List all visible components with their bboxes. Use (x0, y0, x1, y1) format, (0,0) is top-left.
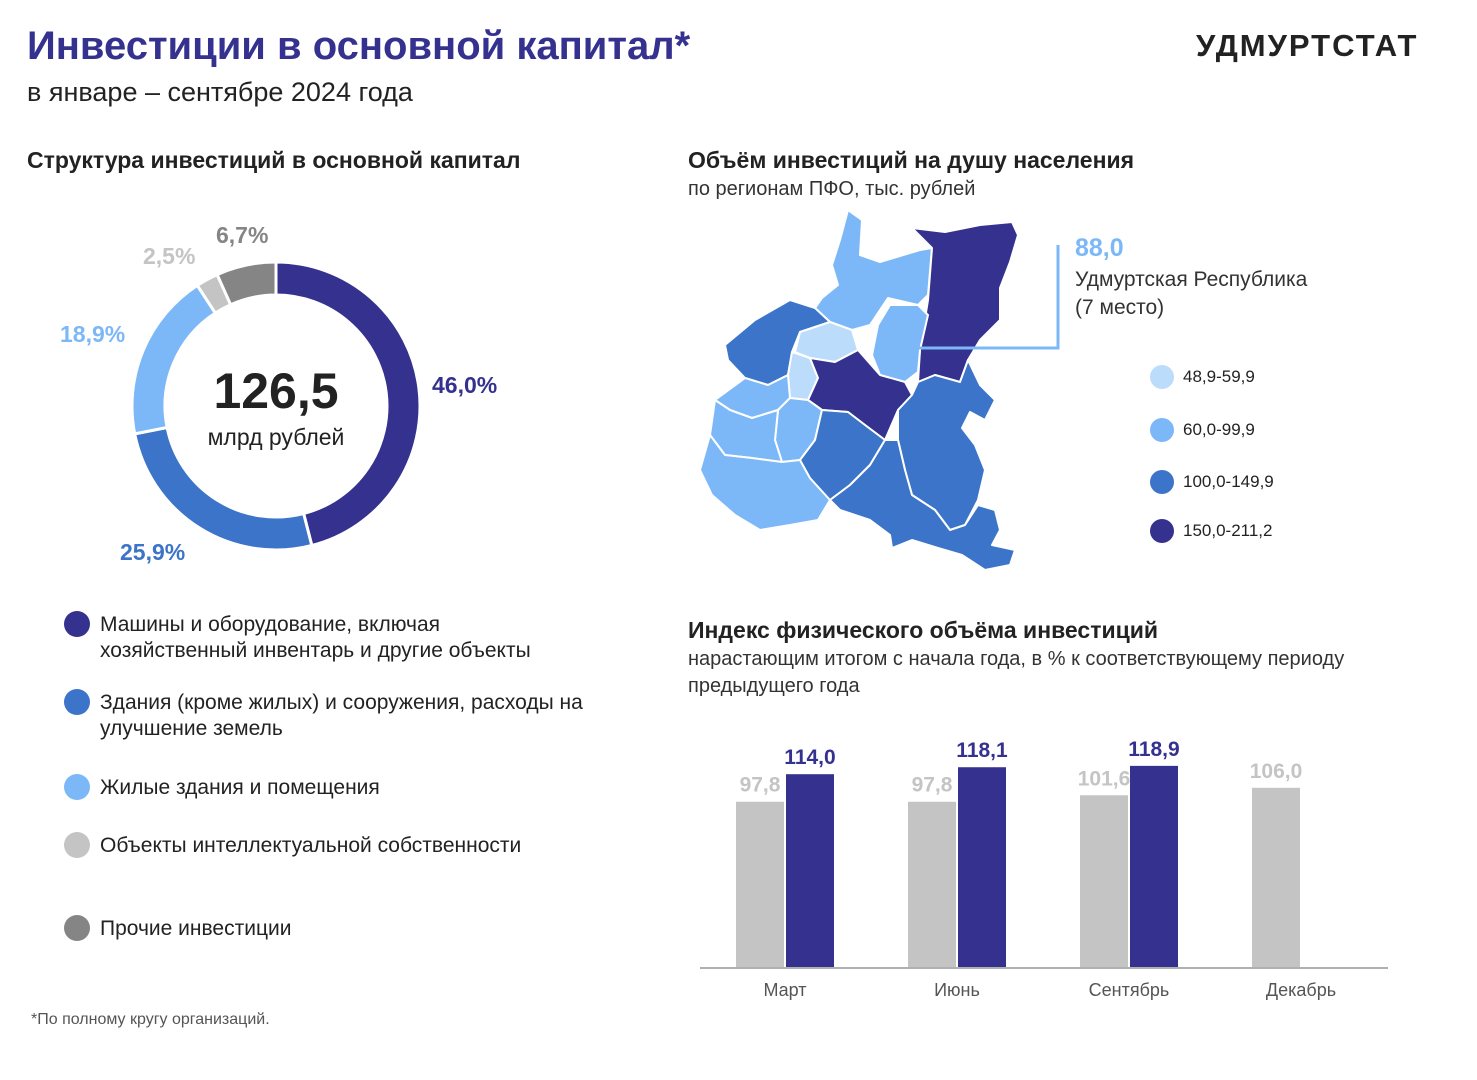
structure-heading: Структура инвестиций в основной капитал (27, 147, 521, 173)
bar-value-label: 118,9 (1128, 738, 1179, 761)
map-legend-item: 150,0-211,2 (1150, 519, 1272, 543)
bar-current (1130, 765, 1178, 968)
map-heading: Объём инвестиций на душу населения (688, 147, 1135, 173)
bar-previous (736, 801, 784, 968)
udmurtstat-logo: УДМУРТСТАТ (1196, 28, 1419, 63)
structure-legend-dot (64, 832, 90, 858)
bar-value-label: 97,8 (912, 774, 953, 797)
udmurtia-name: Удмуртская Республика (1075, 268, 1308, 291)
bar-current (786, 774, 834, 968)
page-title: Инвестиции в основной капитал* (27, 24, 691, 68)
structure-legend-item: Машины и оборудование, включая хозяйстве… (64, 611, 590, 664)
bar-current (958, 767, 1006, 968)
map-legend-dot (1150, 418, 1174, 442)
map-legend-item: 100,0-149,9 (1150, 470, 1274, 494)
map-region-kirov (814, 209, 933, 331)
bar-previous (1080, 795, 1128, 968)
map-legend-dot (1150, 365, 1174, 389)
page-subtitle: в январе – сентябре 2024 года (27, 77, 413, 107)
footnote: *По полному кругу организаций. (31, 1011, 270, 1028)
structure-legend-label: Машины и оборудование, включая хозяйстве… (100, 613, 531, 662)
structure-legend-dot (64, 774, 90, 800)
map-region-saratov (699, 434, 831, 531)
structure-legend-dot (64, 689, 90, 715)
bar-previous (1252, 787, 1300, 968)
structure-legend-label: Объекты интеллектуальной собственности (100, 834, 522, 857)
map-legend-label: 100,0-149,9 (1183, 472, 1274, 491)
udmurtia-rank: (7 место) (1075, 296, 1165, 319)
donut-slice (274, 260, 422, 548)
udmurtia-name-block: Удмуртская Республика (7 место) (1075, 266, 1307, 322)
map-legend-dot (1150, 519, 1174, 543)
map-legend-dot (1150, 470, 1174, 494)
map-region-orenburg (829, 439, 1016, 571)
x-tick-label: Сентябрь (1089, 980, 1170, 1000)
map-legend-label: 60,0-99,9 (1183, 420, 1255, 439)
structure-donut-chart (130, 260, 422, 552)
map-legend-label: 48,9-59,9 (1183, 367, 1255, 386)
donut-slice-label: 18,9% (60, 321, 126, 347)
index-subheading: нарастающим итогом с начала года, в % к … (688, 648, 1345, 697)
donut-slice-label: 6,7% (216, 222, 269, 248)
index-bar-chart: 97,8114,0Март97,8118,1Июнь101,6118,9Сент… (700, 738, 1388, 1000)
x-tick-label: Март (763, 980, 806, 1000)
x-tick-label: Декабрь (1266, 980, 1336, 1000)
structure-legend-dot (64, 611, 90, 637)
map-subheading: по регионам ПФО, тыс. рублей (688, 178, 976, 200)
donut-slice-label: 2,5% (143, 243, 196, 269)
structure-legend-item: Жилые здания и помещения (64, 774, 590, 801)
map-legend-item: 48,9-59,9 (1150, 365, 1255, 389)
map-legend-item: 60,0-99,9 (1150, 418, 1255, 442)
udmurtia-callout-line (900, 245, 1060, 350)
bar-value-label: 101,6 (1078, 767, 1131, 790)
structure-legend-label: Жилые здания и помещения (100, 776, 380, 799)
structure-legend-item: Здания (кроме жилых) и сооружения, расхо… (64, 689, 590, 742)
index-heading: Индекс физического объёма инвестиций (688, 617, 1159, 643)
x-tick-label: Июнь (934, 980, 980, 1000)
map-region-perm (911, 221, 1019, 383)
bar-value-label: 97,8 (740, 774, 781, 797)
bar-value-label: 118,1 (956, 739, 1008, 762)
structure-legend-label: Здания (кроме жилых) и сооружения, расхо… (100, 691, 583, 740)
pfo-regions-map (699, 209, 1060, 571)
bar-previous (908, 801, 956, 968)
donut-center-unit: млрд рублей (207, 424, 345, 450)
structure-legend-item: Прочие инвестиции (64, 915, 590, 942)
donut-slice-label: 46,0% (432, 372, 498, 398)
structure-legend-item: Объекты интеллектуальной собственности (64, 832, 590, 859)
structure-legend-label: Прочие инвестиции (100, 917, 292, 940)
bar-value-label: 114,0 (784, 746, 835, 769)
donut-slice-label: 25,9% (120, 539, 186, 565)
bar-value-label: 106,0 (1250, 760, 1303, 783)
map-region-udmurtia (871, 304, 929, 383)
donut-center-value: 126,5 (213, 363, 339, 419)
udmurtia-value: 88,0 (1075, 234, 1124, 262)
map-legend-label: 150,0-211,2 (1183, 521, 1273, 540)
donut-slice (215, 260, 278, 307)
structure-legend-dot (64, 915, 90, 941)
